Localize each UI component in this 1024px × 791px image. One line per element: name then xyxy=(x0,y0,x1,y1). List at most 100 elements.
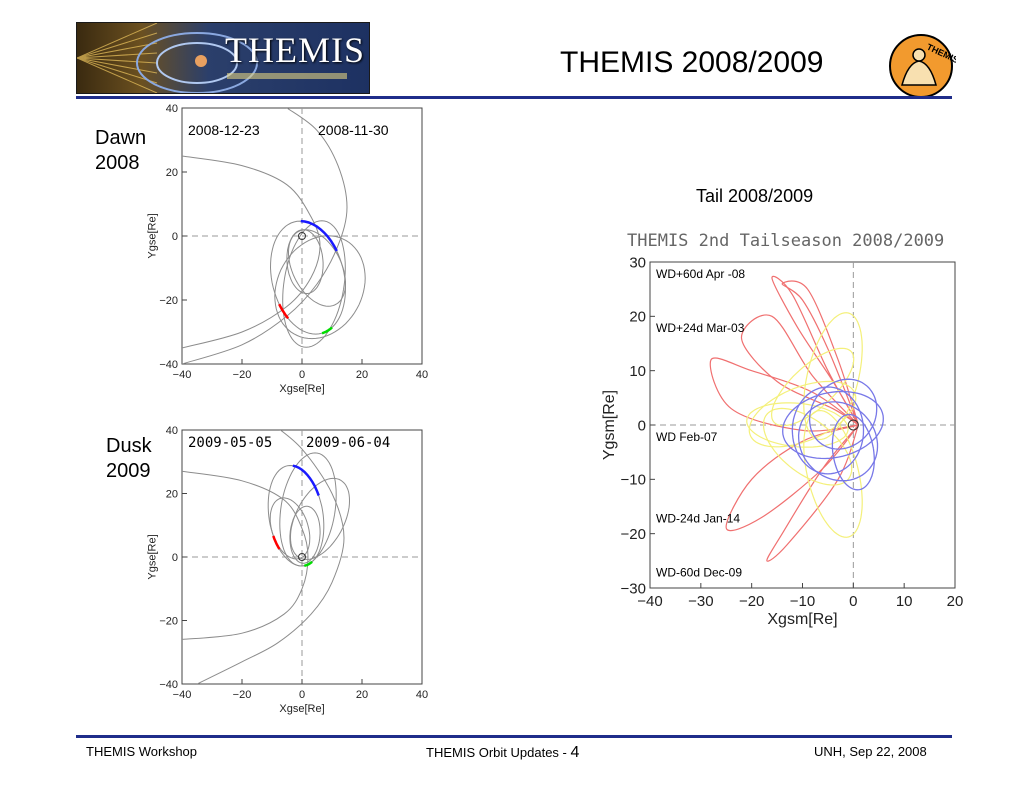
x-tick-label: 0 xyxy=(299,689,305,701)
y-tick-label: 10 xyxy=(629,363,646,380)
tail-orbit-yellow xyxy=(762,407,853,486)
tail-orbit-blue xyxy=(782,390,884,460)
tail-orbit-red xyxy=(740,314,859,426)
y-tick-label: 40 xyxy=(166,425,178,437)
tail-orbit-blue xyxy=(797,401,879,482)
footer-right: UNH, Sep 22, 2008 xyxy=(814,744,927,759)
orbit-ellipse xyxy=(274,235,366,340)
x-tick-label: 40 xyxy=(416,689,428,701)
x-tick-label: −30 xyxy=(688,593,713,610)
x-tick-label: −10 xyxy=(790,593,815,610)
probe-segment xyxy=(304,560,313,568)
logo-graphic xyxy=(77,23,347,93)
x-axis-label: Xgsm[Re] xyxy=(767,611,837,628)
probe-segment xyxy=(278,303,290,320)
y-tick-label: 0 xyxy=(172,552,178,564)
tail-orbit-yellow xyxy=(770,347,855,427)
top-rule xyxy=(76,96,952,99)
season-label: WD-24d Jan-14 xyxy=(656,511,740,525)
y-axis-label: Ygse[Re] xyxy=(147,213,159,258)
dusk-label-line1: Dusk xyxy=(106,435,152,457)
boundary-curve xyxy=(182,108,348,364)
dawn-orbit-chart: −40 −20 0 20 40 −40 −20 0 20 40 Xgse[Re] Ygse[Re] 20… xyxy=(147,103,429,395)
x-tick-label: 20 xyxy=(356,369,368,381)
probe-segment xyxy=(321,326,333,335)
orbit-ellipse xyxy=(269,220,347,335)
plot-area xyxy=(709,275,884,562)
tail-chart-title: THEMIS 2nd Tailseason 2008/2009 xyxy=(627,231,944,251)
x-tick-label: −20 xyxy=(233,689,252,701)
tail-orbit-blue xyxy=(831,413,875,491)
footer-center: THEMIS Orbit Updates - 4 xyxy=(426,744,579,762)
dusk-orbit-chart: −40 −20 0 20 40 −40 −20 0 20 40 Xgse[Re] Ygse[Re] 20… xyxy=(147,425,429,715)
dawn-label-line1: Dawn xyxy=(95,127,147,149)
y-tick-label: −20 xyxy=(621,526,646,543)
tail-orbit-yellow xyxy=(746,402,849,448)
orbit-ellipse xyxy=(282,220,346,348)
y-tick-label: −40 xyxy=(159,359,178,371)
boundary-curve xyxy=(196,430,345,684)
x-tick-label: −20 xyxy=(233,369,252,381)
dusk-label: Dusk 2009 xyxy=(106,434,152,484)
x-axis-label: Xgse[Re] xyxy=(279,383,324,395)
tail-orbit-chart: −40 −30 −20 −10 0 10 20−30−20−100102030Xgsm[Re… xyxy=(601,231,964,628)
tail-orbit-blue xyxy=(791,386,865,475)
dawn-label-line2: 2008 xyxy=(95,152,140,174)
x-tick-label: 0 xyxy=(299,369,305,381)
tail-orbit-red xyxy=(709,357,859,432)
date-annotation: 2008-11-30 xyxy=(318,122,389,138)
x-tick-label: −40 xyxy=(173,369,192,381)
earth-marker xyxy=(298,553,306,561)
y-tick-label: −10 xyxy=(621,472,646,489)
footer-left: THEMIS Workshop xyxy=(86,744,198,759)
x-tick-label: 40 xyxy=(416,369,428,381)
orbit-ellipse xyxy=(288,229,346,307)
season-label: WD-60d Dec-09 xyxy=(656,566,742,580)
footer-center-text: THEMIS Orbit Updates - xyxy=(426,745,571,760)
dusk-label-line2: 2009 xyxy=(106,460,151,482)
figure-head-icon xyxy=(912,48,926,62)
y-axis-label: Ygse[Re] xyxy=(147,534,159,579)
date-annotation: 2009-06-04 xyxy=(306,435,390,451)
probe-segment xyxy=(300,219,338,252)
season-label: WD Feb-07 xyxy=(656,430,718,444)
themis-badge: THEMIS xyxy=(889,34,956,98)
y-tick-label: 20 xyxy=(166,167,178,179)
date-annotation: 2008-12-23 xyxy=(188,122,260,138)
y-tick-label: 0 xyxy=(172,231,178,243)
y-tick-label: 20 xyxy=(166,488,178,500)
y-tick-label: 40 xyxy=(166,103,178,115)
tail-orbit-yellow xyxy=(803,409,863,538)
orbit-ellipse xyxy=(286,229,324,294)
x-tick-label: 10 xyxy=(896,593,913,610)
orbit-ellipse xyxy=(269,497,311,560)
plot-area xyxy=(182,430,351,684)
dawn-label: Dawn 2008 xyxy=(95,126,146,176)
plot-area xyxy=(182,108,366,364)
earth-marker xyxy=(847,419,859,431)
y-tick-label: 0 xyxy=(638,417,646,434)
y-tick-label: −30 xyxy=(621,580,646,597)
x-axis-label: Xgse[Re] xyxy=(279,703,324,715)
header-logo: THEMIS xyxy=(76,22,370,94)
y-axis-label: Ygsm[Re] xyxy=(601,390,618,460)
x-tick-label: 0 xyxy=(849,593,857,610)
probe-segment xyxy=(292,464,320,496)
x-tick-label: 20 xyxy=(947,593,964,610)
y-tick-label: −20 xyxy=(159,615,178,627)
page-number: 4 xyxy=(570,744,580,761)
page-title: THEMIS 2008/2009 xyxy=(560,46,824,79)
x-tick-label: 20 xyxy=(356,689,368,701)
tail-orbit-yellow xyxy=(803,312,863,441)
tail-panel-title: Tail 2008/2009 xyxy=(696,186,814,206)
logo-text: THEMIS xyxy=(225,30,365,70)
date-annotation: 2009-05-05 xyxy=(188,435,272,451)
boundary-curve xyxy=(182,470,309,640)
x-tick-label: −40 xyxy=(173,689,192,701)
x-tick-label: −20 xyxy=(739,593,764,610)
orbit-ellipse xyxy=(289,505,321,564)
orbit-ellipse xyxy=(289,477,351,560)
season-label: WD+60d Apr -08 xyxy=(656,267,745,281)
earth-marker xyxy=(298,232,306,240)
y-tick-label: −20 xyxy=(159,295,178,307)
